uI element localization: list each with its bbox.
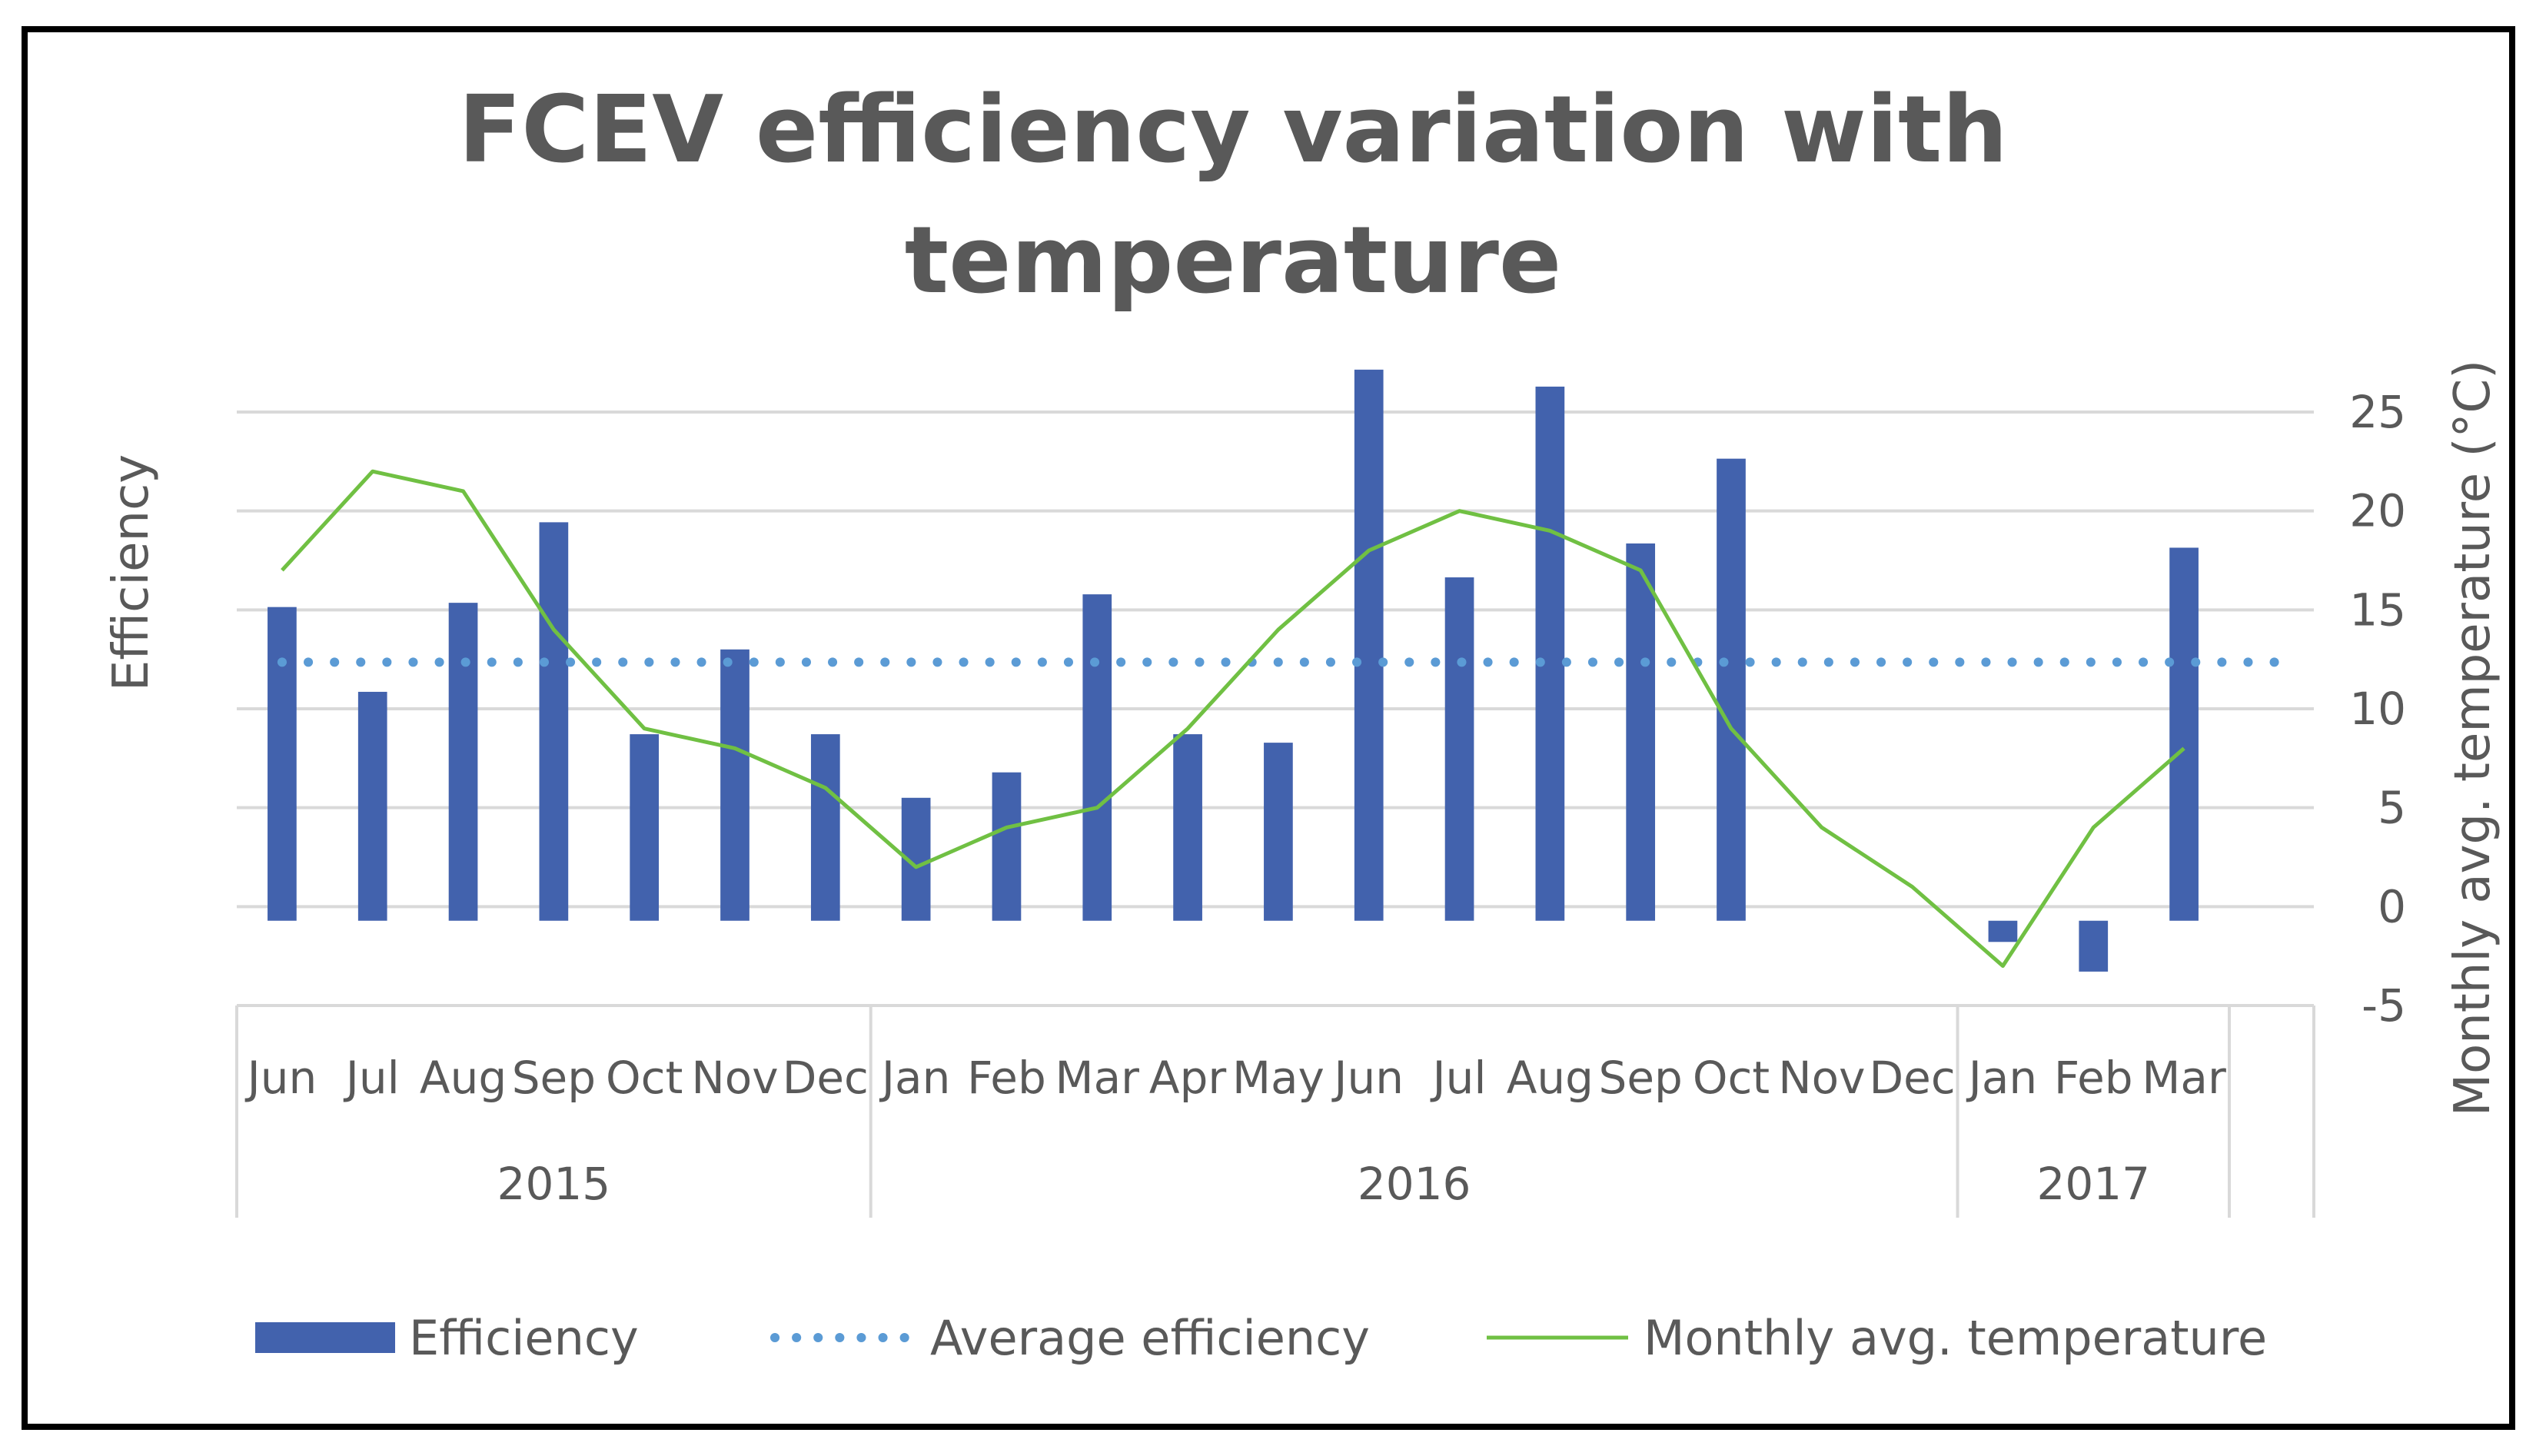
efficiency-bar — [720, 649, 750, 921]
legend-label-efficiency: Efficiency — [409, 1310, 639, 1366]
x-tick-label: Sep — [1599, 1052, 1683, 1104]
x-tick-label: Nov — [691, 1052, 778, 1104]
efficiency-bar — [2079, 920, 2109, 972]
x-tick-label: Dec — [1870, 1052, 1956, 1104]
efficiency-bar — [268, 607, 297, 921]
x-tick-label: May — [1232, 1052, 1325, 1104]
x-axis: Jun Jul Aug Sep Oct Nov Dec Jan Feb Mar Apr May Jun J… — [235, 1004, 2315, 1218]
chart-title-line-1: FCEV efficiency variation with — [458, 77, 2008, 184]
efficiency-bar — [810, 734, 840, 921]
chart-title-line-2: temperature — [905, 208, 1562, 314]
x-tick-label: Oct — [1693, 1052, 1770, 1104]
efficiency-bar — [630, 734, 660, 921]
efficiency-bar — [357, 691, 387, 921]
x-tick-label: Aug — [420, 1052, 507, 1104]
efficiency-bar — [2169, 547, 2199, 921]
y2-tick-label: 5 — [2378, 782, 2406, 834]
efficiency-bar — [1626, 543, 1656, 921]
temperature-line — [281, 469, 2185, 969]
y2-tick-label: 20 — [2349, 485, 2406, 537]
efficiency-bar — [539, 522, 569, 921]
x-tick-label: Sep — [512, 1052, 596, 1104]
legend: Efficiency Average efficiency Monthly avg.… — [255, 1310, 2267, 1366]
x-tick-label: Dec — [783, 1052, 869, 1104]
y2-tick-label: 0 — [2378, 880, 2406, 932]
efficiency-bar — [1173, 734, 1202, 921]
efficiency-bar — [1988, 920, 2018, 942]
legend-label-average: Average efficiency — [930, 1310, 1370, 1366]
x-tick-label: Nov — [1778, 1052, 1865, 1104]
chart-frame — [22, 26, 2515, 1430]
y2-axis-title: Monthly avg. temperature (°C) — [2445, 360, 2501, 1116]
efficiency-bar — [992, 772, 1022, 921]
y-axis-title: Efficiency — [103, 454, 160, 691]
x-tick-label: Jul — [344, 1052, 400, 1104]
y2-tick-label: -5 — [2362, 979, 2406, 1032]
x-tick-label: Oct — [606, 1052, 683, 1104]
temperature-line — [281, 469, 2185, 969]
y2-axis-ticks: 25 20 15 10 5 0 -5 — [2349, 386, 2406, 1032]
efficiency-bar — [1082, 594, 1112, 921]
x-tick-label: Feb — [2054, 1052, 2133, 1104]
year-label: 2016 — [1358, 1158, 1471, 1210]
y2-tick-label: 15 — [2349, 583, 2406, 636]
efficiency-bar — [1717, 458, 1746, 921]
legend-swatch-efficiency — [255, 1322, 395, 1353]
x-tick-label: Mar — [1055, 1052, 1140, 1104]
efficiency-bar — [448, 603, 478, 921]
x-tick-label: Jan — [1966, 1052, 2037, 1104]
efficiency-bar — [1354, 369, 1384, 921]
efficiency-bar — [1535, 386, 1565, 921]
x-tick-label: Jun — [1331, 1052, 1404, 1104]
x-tick-label: Apr — [1149, 1052, 1226, 1104]
y2-tick-label: 25 — [2349, 386, 2406, 438]
year-label: 2015 — [497, 1158, 611, 1210]
efficiency-bar — [1444, 577, 1474, 921]
y2-tick-label: 10 — [2349, 683, 2406, 735]
year-label: 2017 — [2036, 1158, 2150, 1210]
x-tick-label: Jul — [1431, 1052, 1487, 1104]
efficiency-bar — [1264, 743, 1293, 921]
x-tick-label: Feb — [967, 1052, 1046, 1104]
x-tick-label: Jun — [245, 1052, 317, 1104]
x-tick-label: Aug — [1507, 1052, 1594, 1104]
legend-label-temperature: Monthly avg. temperature — [1644, 1310, 2267, 1366]
efficiency-bars — [268, 369, 2199, 972]
x-tick-label: Mar — [2142, 1052, 2226, 1104]
x-tick-label: Jan — [879, 1052, 950, 1104]
